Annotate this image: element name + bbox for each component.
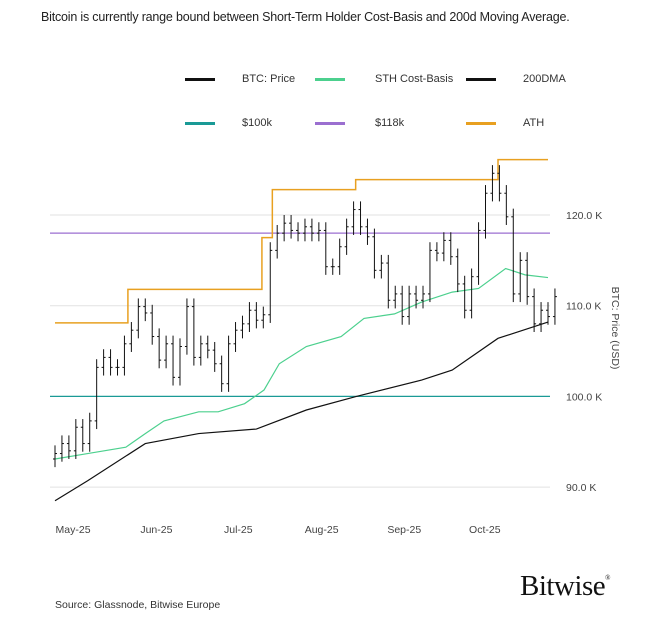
ath-line	[55, 158, 548, 324]
200dma-line	[54, 321, 549, 502]
x-tick-label: Jul-25	[224, 524, 253, 536]
legend-swatch-118k	[315, 122, 345, 125]
legend-swatch-100k	[185, 122, 215, 125]
legend-label-ath: ATH	[523, 117, 545, 129]
y-tick-label: 90.0 K	[566, 482, 596, 494]
legend-swatch-200dma	[466, 78, 496, 81]
y-axis-title: BTC: Price (USD)	[609, 286, 621, 370]
sth-cost-basis-line	[54, 267, 549, 460]
legend-label-btc-price: BTC: Price	[242, 73, 296, 85]
x-tick-label: Sep-25	[387, 524, 421, 536]
legend-swatch-btc-price	[185, 78, 215, 81]
legend-swatch-sth	[315, 78, 345, 81]
source-note: Source: Glassnode, Bitwise Europe	[55, 599, 221, 611]
x-tick-label: Jun-25	[140, 524, 172, 536]
x-tick-label: Oct-25	[469, 524, 501, 536]
x-tick-label: Aug-25	[305, 524, 339, 536]
legend-swatch-ath	[466, 122, 496, 125]
chart-title: Bitcoin is currently range bound between…	[41, 10, 570, 24]
y-tick-label: 120.0 K	[566, 210, 602, 222]
legend-label-118k: $118k	[375, 117, 405, 129]
legend-label-100k: $100k	[242, 117, 272, 129]
bitwise-logo: Bitwise®	[520, 570, 610, 602]
x-tick-label: May-25	[56, 524, 91, 536]
y-tick-label: 110.0 K	[566, 301, 601, 313]
legend-label-200dma: 200DMA	[523, 73, 566, 85]
legend-label-sth: STH Cost-Basis	[375, 73, 454, 85]
y-tick-label: 100.0 K	[566, 391, 602, 403]
